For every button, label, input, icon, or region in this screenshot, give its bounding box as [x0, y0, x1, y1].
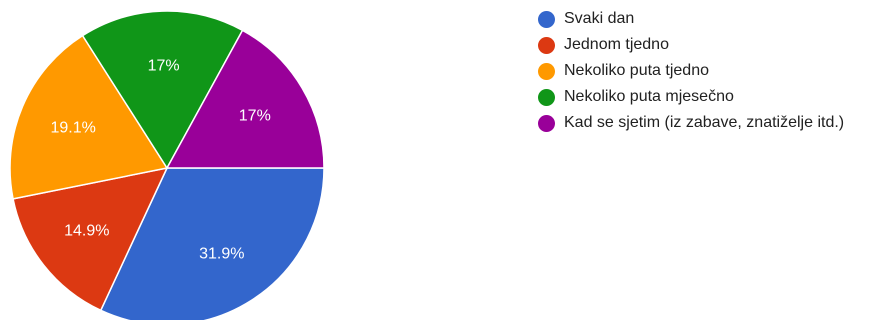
pie-slice [81, 10, 244, 170]
legend-label: Nekoliko puta mjesečno [564, 88, 734, 105]
legend-swatch [538, 115, 555, 132]
pie-plot: 31.9% 14.9% 19.1% 17% 17% [9, 10, 325, 320]
legend-label: Svaki dan [564, 10, 635, 27]
slice-percent-label: 19.1% [51, 120, 96, 137]
legend-swatch [538, 89, 555, 106]
legend-label: Jednom tjedno [564, 36, 669, 53]
chart-legend: Svaki dan Jednom tjedno Nekoliko puta tjed… [538, 9, 890, 133]
slice-percent-label: 17% [239, 108, 271, 125]
legend-item: Jednom tjedno [538, 35, 890, 61]
pie-slice [12, 166, 169, 312]
legend-label: Nekoliko puta tjedno [564, 62, 709, 79]
pie-slice [99, 167, 325, 320]
slice-percent-label: 31.9% [199, 246, 244, 263]
legend-swatch [538, 63, 555, 80]
legend-item: Nekoliko puta tjedno [538, 61, 890, 87]
slice-percent-label: 14.9% [64, 223, 109, 240]
pie-slice [9, 34, 169, 200]
legend-swatch [538, 11, 555, 28]
legend-item: Kad se sjetim (iz zabave, znatiželje itd… [538, 113, 890, 133]
legend-label: Kad se sjetim (iz zabave, znatiželje itd… [564, 114, 845, 131]
legend-item: Svaki dan [538, 9, 890, 35]
pie-slice [165, 29, 325, 169]
legend-swatch [538, 37, 555, 54]
legend-item: Nekoliko puta mjesečno [538, 87, 890, 113]
slice-percent-label: 17% [148, 58, 180, 75]
